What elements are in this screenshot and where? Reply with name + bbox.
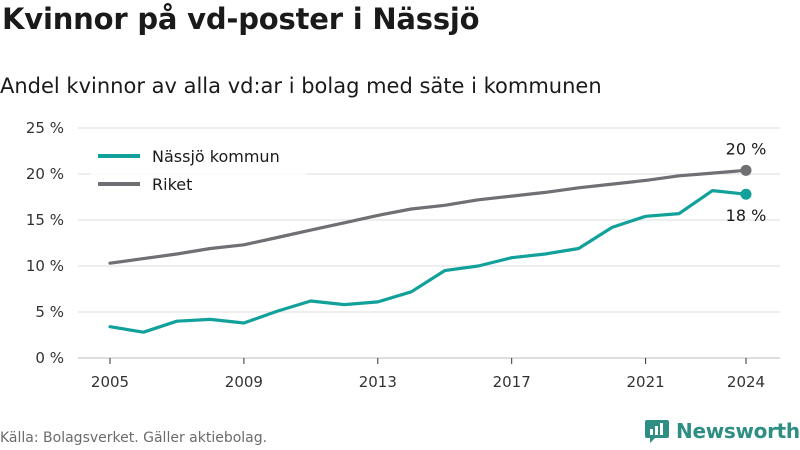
legend-label: Riket — [152, 175, 192, 194]
x-tick-label: 2024 — [727, 373, 765, 391]
series-lines: 18 % 20 % — [108, 139, 767, 334]
y-tick-label: 10 % — [26, 257, 64, 275]
legend-background — [90, 142, 306, 202]
x-tick-label: 2009 — [225, 373, 263, 391]
chart-subtitle: Andel kvinnor av alla vd:ar i bolag med … — [0, 74, 602, 98]
y-axis-ticks: 0 % 5 % 10 % 15 % 20 % 25 % — [26, 119, 64, 367]
newsworthy-logo[interactable]: Newsworthy — [644, 418, 800, 444]
y-tick-label: 0 % — [35, 349, 64, 367]
bar-chart-icon — [645, 420, 669, 443]
x-tick-label: 2005 — [91, 373, 129, 391]
legend-label: Nässjö kommun — [152, 147, 280, 166]
y-tick-label: 5 % — [35, 303, 64, 321]
series-end-point — [740, 188, 752, 200]
legend: Nässjö kommun Riket — [90, 142, 306, 202]
y-tick-label: 25 % — [26, 119, 64, 137]
series-end-label: 20 % — [726, 139, 767, 158]
x-tick-label: 2017 — [493, 373, 531, 391]
series-line-nassjo — [108, 189, 748, 334]
y-tick-label: 15 % — [26, 211, 64, 229]
series-end-label: 18 % — [726, 206, 767, 225]
chart-title: Kvinnor på vd-poster i Nässjö — [2, 2, 480, 36]
logo-text: Newsworthy — [676, 419, 800, 443]
x-tick-label: 2021 — [626, 373, 664, 391]
x-tick-label: 2013 — [359, 373, 397, 391]
series-line-riket — [108, 168, 748, 265]
x-axis-ticks: 2005 2009 2013 2017 2021 2024 — [91, 358, 765, 391]
series-end-point — [740, 164, 752, 176]
source-note: Källa: Bolagsverket. Gäller aktiebolag. — [0, 430, 268, 446]
y-tick-label: 20 % — [26, 165, 64, 183]
